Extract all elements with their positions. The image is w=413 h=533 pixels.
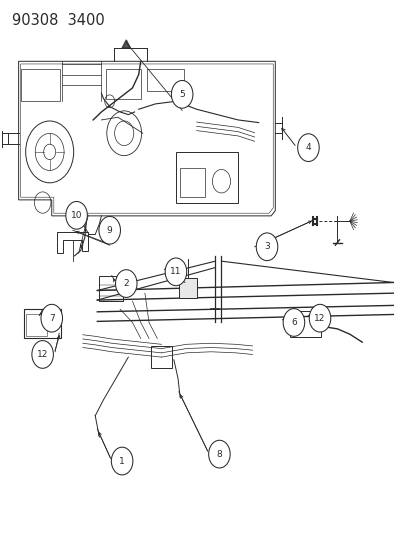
Text: 7: 7 xyxy=(49,314,55,322)
Text: 8: 8 xyxy=(216,450,222,458)
Circle shape xyxy=(111,447,133,475)
Text: 2: 2 xyxy=(123,279,129,288)
Text: 12: 12 xyxy=(37,350,48,359)
Circle shape xyxy=(66,201,87,229)
Text: 12: 12 xyxy=(313,314,325,322)
Text: 4: 4 xyxy=(305,143,311,152)
Circle shape xyxy=(297,134,318,161)
Text: 9: 9 xyxy=(107,226,112,235)
Polygon shape xyxy=(122,40,130,48)
Text: 90308  3400: 90308 3400 xyxy=(12,13,105,28)
Circle shape xyxy=(32,341,53,368)
Text: 10: 10 xyxy=(71,211,82,220)
Circle shape xyxy=(41,304,62,332)
Text: 5: 5 xyxy=(179,90,185,99)
Text: 11: 11 xyxy=(170,268,181,276)
Circle shape xyxy=(309,304,330,332)
Text: 3: 3 xyxy=(263,243,269,251)
Text: 6: 6 xyxy=(290,318,296,327)
Circle shape xyxy=(256,233,277,261)
FancyBboxPatch shape xyxy=(179,278,197,298)
Circle shape xyxy=(115,270,137,297)
Text: 1: 1 xyxy=(119,457,125,465)
Circle shape xyxy=(208,440,230,468)
Circle shape xyxy=(171,80,192,108)
Circle shape xyxy=(165,258,186,286)
Circle shape xyxy=(99,216,120,244)
Circle shape xyxy=(282,309,304,336)
